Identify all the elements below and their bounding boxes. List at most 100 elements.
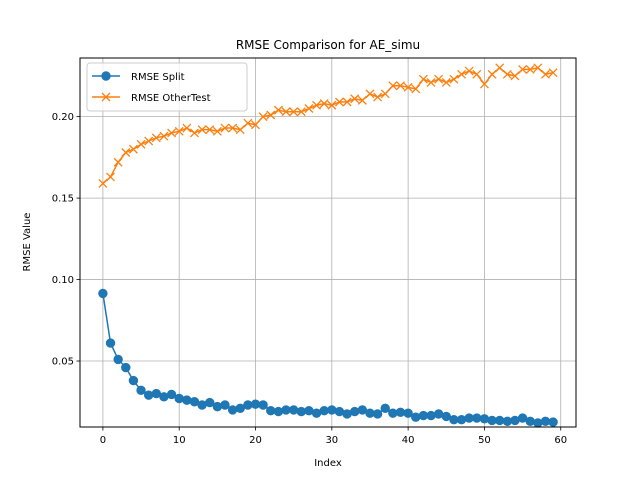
data-point [533,418,543,428]
data-point [212,126,222,136]
data-point [510,71,520,81]
y-tick-label: 0.10 [52,275,74,286]
data-point [235,125,245,135]
data-point [311,408,322,418]
data-point [433,409,444,419]
data-point [479,414,490,424]
data-point [312,100,322,110]
legend-entry: RMSE Split [92,71,185,83]
data-point [373,92,383,102]
data-point [220,123,230,133]
data-point [548,68,558,78]
data-point [174,393,184,404]
data-point [426,410,436,421]
data-point [380,403,390,413]
data-point [273,406,284,417]
x-tick-label: 60 [554,435,567,446]
data-point [136,385,146,396]
legend-entry: RMSE OtherTest [92,92,211,104]
data-point [182,123,192,133]
data-point [357,95,367,105]
data-point [144,136,154,146]
data-point [166,389,177,400]
plot-frame [79,57,577,428]
data-point [342,97,352,107]
legend: RMSE Split RMSE OtherTest [86,62,248,112]
data-point [151,133,161,143]
data-point [327,405,337,415]
data-point [143,390,154,400]
data-point [258,112,268,122]
data-point [327,100,337,110]
data-point [167,128,177,138]
data-point [189,397,200,407]
data-point [479,79,489,89]
x-tick-label: 50 [478,435,491,446]
data-point [304,406,314,416]
data-point [525,64,535,74]
data-point [220,400,230,410]
data-point [98,288,108,299]
data-point [266,406,276,416]
data-point [243,400,253,410]
data-point [365,408,375,418]
data-point [296,107,306,117]
data-point [388,408,398,418]
data-point [228,123,238,133]
y-tick-label: 0.15 [52,194,74,205]
data-point [418,74,428,84]
data-point [121,362,131,373]
data-point [243,118,253,128]
data-point [510,415,520,426]
data-point [518,64,528,74]
x-tick-label: 0 [100,435,106,446]
data-point [434,74,444,84]
axis-ticks: 0 10 20 30 40 50 60 0.05 0.10 0.15 0.20 [52,112,567,446]
data-point [457,69,466,79]
data-point [319,406,329,416]
data-point [372,409,383,419]
legend-marker [101,71,111,81]
data-point [403,408,413,418]
data-point [495,63,505,73]
data-point [289,107,299,117]
legend-marker [101,92,111,102]
legend-label: RMSE OtherTest [131,93,211,104]
data-point [357,405,368,415]
data-point [197,125,207,135]
data-point [350,94,360,104]
data-point [365,89,375,99]
data-point [541,69,550,79]
data-point [235,403,245,413]
data-point [395,407,406,418]
y-tick-label: 0.05 [52,357,74,368]
data-point [464,66,474,76]
data-point [411,412,421,422]
data-point [441,411,451,422]
data-point [281,107,291,117]
data-point [113,354,123,365]
data-point [105,338,116,348]
x-tick-label: 20 [249,435,262,446]
data-point [441,77,451,87]
data-point [182,395,192,405]
data-point [296,406,306,417]
data-point [98,178,108,188]
data-point [426,77,436,87]
data-point [197,400,207,410]
data-point [388,81,398,91]
data-point [525,416,535,426]
data-point [334,97,344,107]
x-tick-label: 40 [402,435,415,446]
data-point [540,416,551,426]
data-point [304,104,314,113]
data-point [136,139,146,149]
data-point [494,415,505,426]
data-point [128,375,139,386]
grid-lines [80,58,576,427]
data-point [350,406,360,417]
data-point [159,392,169,402]
chart-title: RMSE Comparison for AE_simu [236,38,420,52]
data-point [159,131,169,141]
